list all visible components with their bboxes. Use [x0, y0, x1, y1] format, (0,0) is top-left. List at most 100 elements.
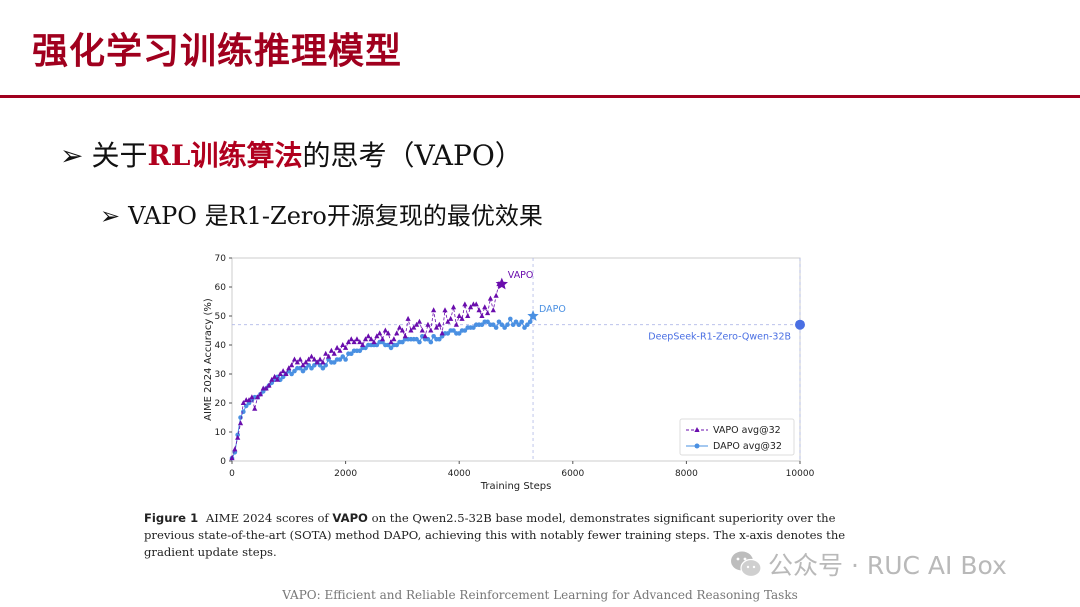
watermark: 公众号 · RUC AI Box — [730, 546, 1007, 582]
vapo-data-point — [252, 405, 258, 411]
deepseek-point-marker — [795, 319, 805, 330]
vapo-data-point — [362, 336, 369, 342]
vapo-final-star-marker — [495, 277, 508, 290]
dapo-data-point — [502, 325, 507, 330]
vapo-data-point — [453, 321, 459, 327]
vapo-data-point — [325, 353, 332, 359]
vapo-data-point — [286, 365, 292, 371]
dapo-data-point — [479, 322, 485, 327]
vapo-data-point — [314, 359, 320, 365]
y-tick-label: 20 — [215, 399, 227, 409]
vapo-data-point — [303, 359, 309, 365]
legend-vapo-label: VAPO avg@32 — [713, 425, 781, 436]
vapo-data-point — [277, 371, 283, 376]
vapo-data-point — [235, 434, 241, 440]
vapo-data-point — [269, 376, 275, 382]
vapo-data-point — [473, 301, 479, 307]
bullet-rl-algorithm: ➢ 关于RL训练算法的思考（VAPO） — [60, 134, 523, 174]
vapo-data-point — [331, 350, 337, 356]
dapo-data-point — [400, 339, 405, 345]
dapo-data-point — [428, 339, 434, 345]
dapo-data-point — [519, 319, 524, 325]
vapo-data-point — [408, 327, 414, 333]
caption-bold: VAPO — [332, 511, 368, 525]
vapo-data-point — [249, 394, 255, 400]
vapo-data-point — [379, 336, 386, 342]
vapo-annotation: VAPO — [508, 270, 534, 281]
dapo-data-point — [292, 368, 297, 374]
vapo-data-point — [442, 307, 448, 313]
vapo-data-point — [382, 327, 388, 333]
y-tick-label: 50 — [215, 312, 227, 322]
vapo-data-point — [411, 324, 417, 330]
dapo-data-point — [431, 334, 436, 339]
dapo-data-point — [522, 325, 527, 330]
vapo-data-point — [274, 376, 281, 382]
vapo-data-point — [365, 333, 371, 339]
vapo-data-point — [479, 313, 485, 318]
aime-chart-svg: 0 2000 4000 6000 8000 10000 0 10 20 30 40 50 60 70 Tra… — [203, 254, 815, 492]
vapo-data-point — [388, 339, 394, 345]
vapo-data-point — [394, 330, 400, 336]
dapo-data-point — [456, 331, 462, 336]
slide-title: 强化学习训练推理模型 — [32, 31, 403, 72]
dapo-data-point — [320, 365, 326, 371]
vapo-data-point — [402, 333, 408, 339]
vapo-data-point — [257, 391, 263, 397]
slide-footer: VAPO: Efficient and Reliable Reinforceme… — [282, 588, 798, 602]
dapo-data-point — [238, 415, 243, 420]
watermark-text: 公众号 · RUC AI Box — [768, 551, 1007, 580]
x-tick-label: 8000 — [675, 469, 698, 479]
vapo-data-point — [405, 315, 411, 321]
vapo-data-point — [308, 353, 315, 359]
figure-label: Figure 1 — [144, 511, 199, 525]
vapo-data-point — [456, 313, 462, 318]
vapo-data-point — [300, 362, 306, 368]
dapo-data-point — [394, 342, 400, 348]
y-tick-label: 30 — [215, 370, 227, 380]
dapo-data-point — [490, 322, 496, 327]
dapo-data-point — [493, 325, 499, 330]
dapo-data-point — [505, 322, 510, 327]
bullet1-suffix: 的思考（VAPO） — [302, 139, 523, 172]
vapo-data-point — [360, 342, 366, 347]
vapo-data-point — [419, 327, 425, 333]
bullet-arrow-icon: ➢ — [60, 139, 84, 172]
dapo-data-point — [527, 319, 533, 325]
vapo-data-point — [334, 344, 340, 350]
vapo-data-point — [272, 373, 278, 379]
vapo-data-point — [266, 382, 272, 388]
x-tick-label: 10000 — [786, 469, 815, 479]
bullet1-prefix: 关于 — [91, 139, 148, 172]
vapo-data-point — [459, 315, 465, 321]
vapo-data-point — [283, 371, 289, 376]
vapo-data-point — [246, 397, 252, 403]
vapo-data-point — [431, 307, 437, 313]
legend-dapo-marker — [694, 443, 700, 449]
dapo-data-point — [300, 368, 306, 374]
vapo-data-point — [357, 339, 363, 345]
vapo-data-point — [436, 321, 442, 327]
vapo-data-point — [374, 333, 380, 339]
vapo-data-point — [337, 347, 343, 353]
dapo-data-point — [499, 322, 505, 327]
vapo-data-point — [232, 446, 238, 452]
vapo-data-point — [311, 356, 317, 362]
caption-part1: AIME 2024 scores of — [202, 511, 333, 525]
x-tick-label: 2000 — [334, 469, 357, 479]
deepseek-annotation: DeepSeek-R1-Zero-Qwen-32B — [648, 332, 791, 343]
vapo-data-point — [476, 307, 482, 313]
dapo-data-point — [508, 316, 513, 322]
vapo-data-point — [323, 350, 329, 356]
dapo-data-point — [357, 348, 363, 354]
vapo-data-point — [493, 292, 499, 298]
dapo-data-point — [340, 354, 346, 359]
plot-frame — [231, 257, 801, 462]
x-tick-label: 4000 — [448, 469, 471, 479]
vapo-data-point — [425, 321, 431, 327]
vapo-data-point — [439, 330, 445, 336]
bullet-vapo-result: ➢ VAPO 是R1-Zero开源复现的最优效果 — [100, 196, 543, 231]
vapo-data-point — [240, 400, 246, 405]
vapo-data-point — [422, 333, 428, 339]
vapo-data-point — [263, 385, 269, 391]
